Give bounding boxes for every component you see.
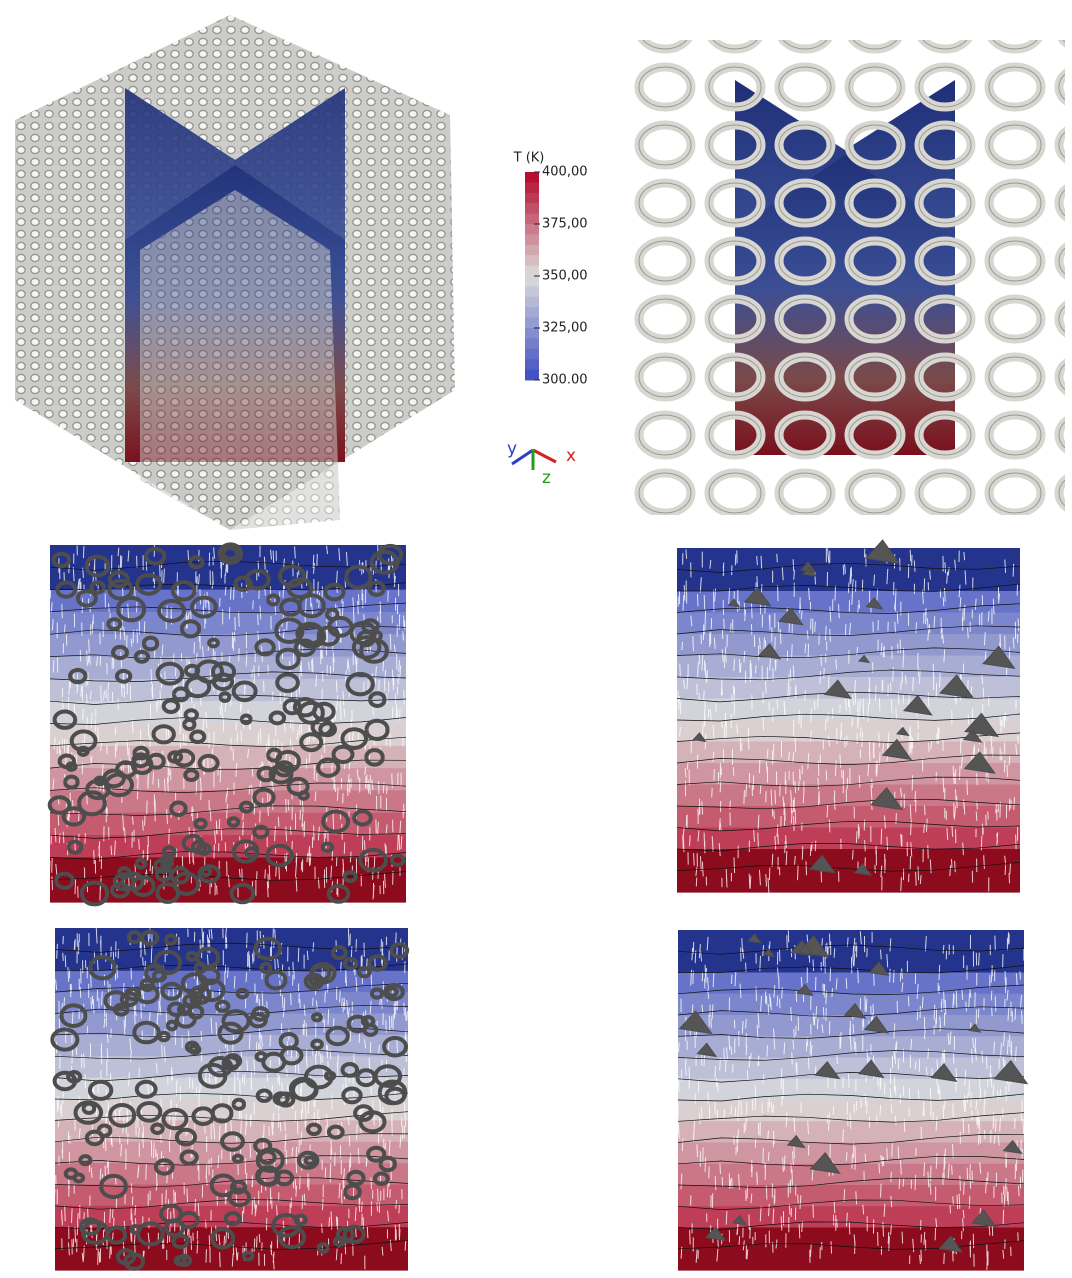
- colorbar-band: [525, 234, 539, 245]
- colorbar: T (K) 400,00 375,00 350,00 325,00 300.00: [513, 151, 588, 388]
- colorbar-band: [525, 338, 539, 349]
- slice-panel: [678, 930, 1027, 1271]
- slice-panel: [49, 544, 406, 904]
- temperature-band: [678, 951, 1024, 973]
- temperature-band: [678, 1015, 1024, 1037]
- temperature-band: [677, 871, 1020, 893]
- colorbar-band: [525, 245, 539, 256]
- temperature-band: [678, 930, 1024, 952]
- colorbar-tick-label: 350,00: [542, 269, 588, 284]
- axes-triad: y x z: [507, 439, 576, 488]
- figure: T (K) 400,00 375,00 350,00 325,00 300.00 y x…: [0, 0, 1072, 1278]
- colorbar-band: [525, 359, 539, 370]
- temperature-band: [55, 928, 408, 950]
- axis-z-label: z: [542, 468, 551, 488]
- temperature-band: [677, 613, 1020, 635]
- temperature-band: [677, 548, 1020, 570]
- colorbar-band: [525, 255, 539, 266]
- colorbar-tick-label: 375,00: [542, 217, 588, 232]
- temperature-band: [678, 1143, 1024, 1165]
- temperature-band: [50, 701, 406, 724]
- colorbar-band: [525, 203, 539, 214]
- colorbar-band: [525, 307, 539, 318]
- foam-render-coarse: [630, 40, 1065, 515]
- axis-y-label: y: [507, 439, 517, 459]
- colorbar-band: [525, 193, 539, 204]
- colorbar-title: T (K): [513, 151, 545, 166]
- colorbar-band: [525, 214, 539, 225]
- colorbar-tick-label: 300.00: [542, 373, 588, 388]
- colorbar-band: [525, 297, 539, 308]
- temperature-band: [678, 1079, 1024, 1101]
- colorbar-band: [525, 266, 539, 277]
- slice-panel: [677, 540, 1020, 893]
- colorbar-band: [525, 349, 539, 360]
- colorbar-band: [525, 328, 539, 339]
- colorbar-band: [525, 318, 539, 329]
- temperature-band: [678, 973, 1024, 995]
- colorbar-tick-label: 325,00: [542, 321, 588, 336]
- colorbar-band: [525, 286, 539, 297]
- temperature-band: [678, 1249, 1024, 1271]
- foam-render-fine: [15, 15, 455, 530]
- slice-panel: [52, 928, 408, 1271]
- colorbar-band: [525, 172, 539, 183]
- temperature-band: [55, 1249, 408, 1271]
- temperature-band: [677, 742, 1020, 764]
- colorbar-band: [525, 370, 539, 381]
- colorbar-tick-label: 400,00: [542, 165, 588, 180]
- axis-x-label: x: [566, 446, 576, 466]
- colorbar-band: [525, 182, 539, 193]
- temperature-band: [677, 785, 1020, 807]
- colorbar-band: [525, 276, 539, 287]
- temperature-band: [677, 806, 1020, 828]
- colorbar-band: [525, 224, 539, 235]
